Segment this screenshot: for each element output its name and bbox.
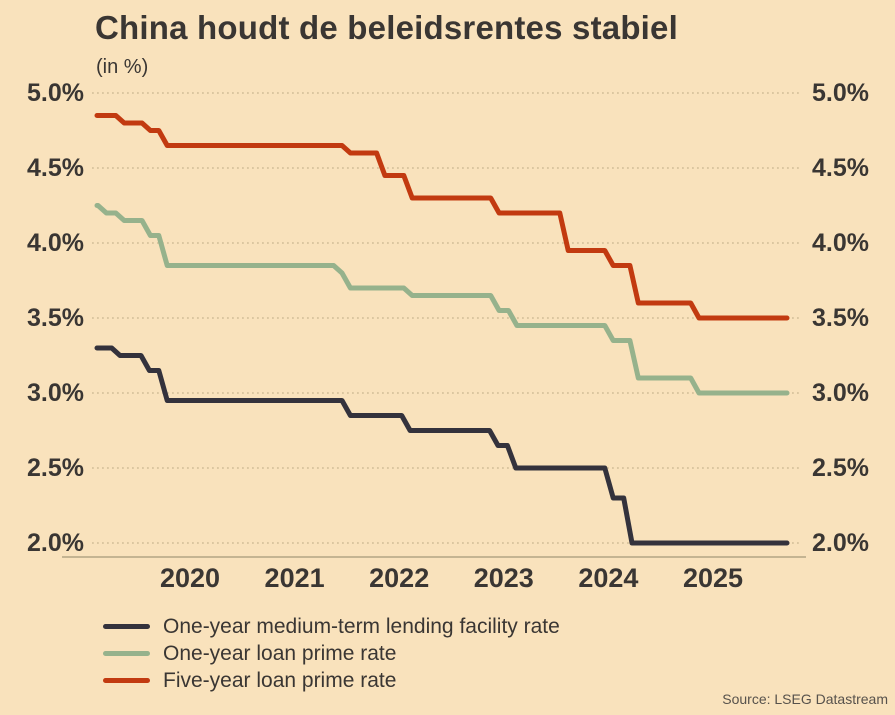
legend-swatch-one-year-medium-term-lending-facility-rate [103,624,150,629]
y-tick-label: 5.0% [27,79,84,107]
series-line-five-year-loan-prime-rate [94,113,790,321]
chart-title: China houdt de beleidsrentes stabiel [95,9,678,46]
y-tick-label: 4.0% [812,229,869,257]
legend-item: One-year medium-term lending facility ra… [103,613,560,640]
y-tick-label: 3.0% [27,379,84,407]
y-tick-label: 5.0% [812,79,869,107]
x-tick-label: 2022 [369,563,430,593]
y-tick-label: 2.5% [812,454,869,482]
legend-swatch-one-year-loan-prime-rate [103,651,150,656]
x-tick-label: 2021 [264,563,325,593]
series-line-one-year-loan-prime-rate [94,203,790,396]
legend-swatch-five-year-loan-prime-rate [103,678,150,683]
series-line-one-year-medium-term-lending-facility-rate [94,345,790,546]
legend-item: One-year loan prime rate [103,640,560,667]
y-tick-label: 4.0% [27,229,84,257]
x-tick-label: 2023 [473,563,534,593]
x-tick-label: 2020 [159,563,221,593]
y-tick-label: 4.5% [812,154,869,182]
y-tick-label: 4.5% [27,154,84,182]
y-tick-label: 2.0% [812,529,869,557]
legend-label: Five-year loan prime rate [163,668,397,692]
legend: One-year medium-term lending facility ra… [103,613,560,694]
source-credit: Source: LSEG Datastream [722,691,888,707]
y-tick-label: 3.5% [27,304,84,332]
y-tick-label: 2.5% [27,454,84,482]
legend-item: Five-year loan prime rate [103,667,560,694]
legend-label: One-year loan prime rate [163,641,397,665]
legend-label: One-year medium-term lending facility ra… [163,614,560,638]
chart-subtitle: (in %) [96,56,149,78]
y-tick-label: 3.0% [812,379,869,407]
y-tick-label: 2.0% [27,529,84,557]
x-tick-label: 2025 [682,563,744,593]
y-tick-label: 3.5% [812,304,869,332]
x-tick-label: 2024 [578,563,639,593]
